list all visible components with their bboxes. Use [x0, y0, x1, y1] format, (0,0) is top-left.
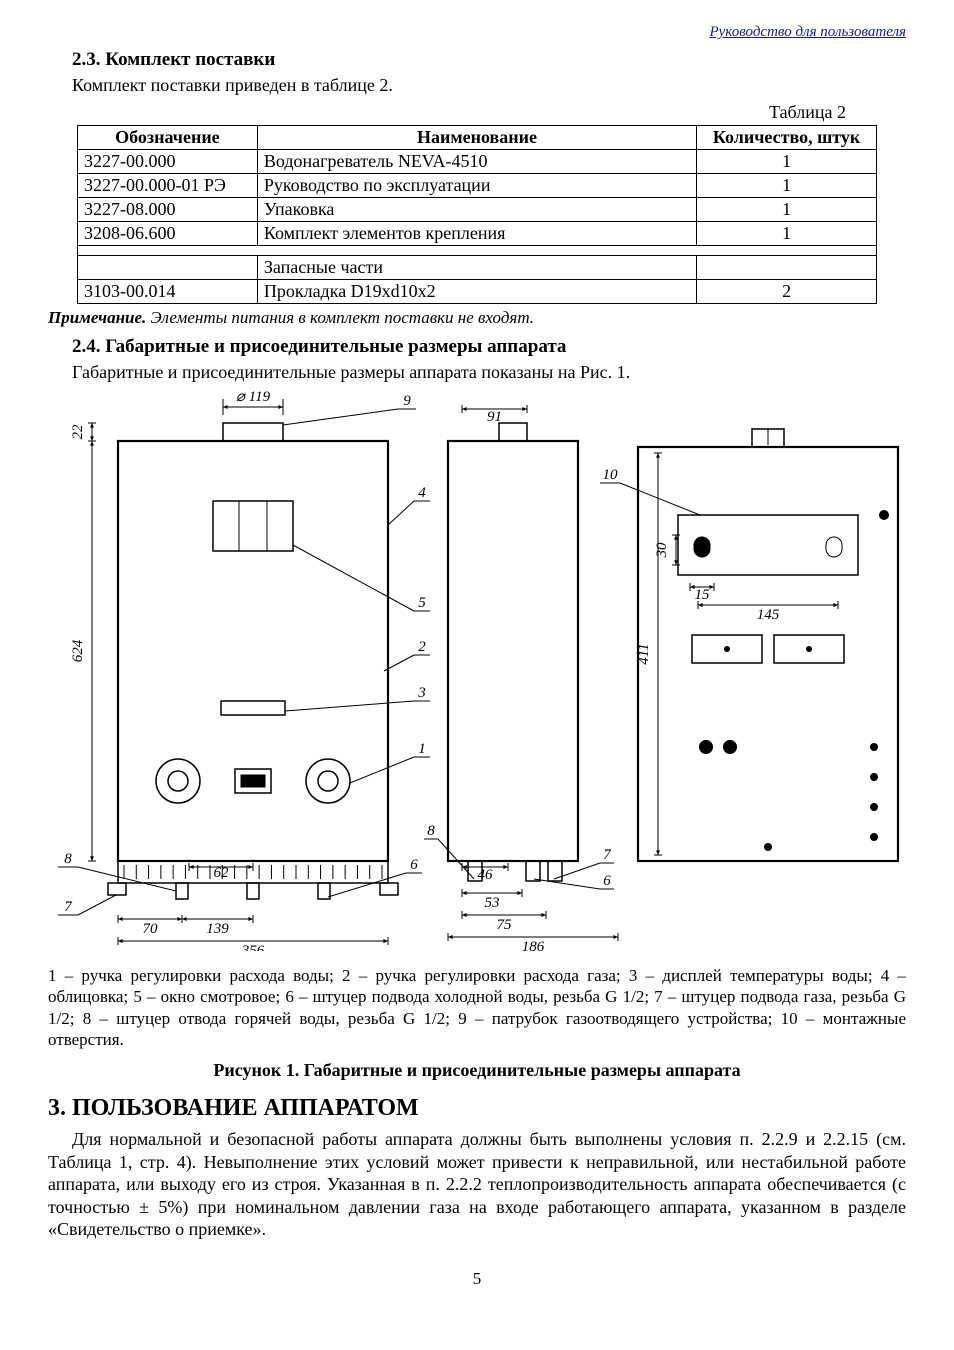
table-row: 3227-00.000-01 РЭРуководство по эксплуат…: [78, 174, 877, 198]
svg-text:3: 3: [417, 685, 426, 701]
delivery-table: Обозначение Наименование Количество, шту…: [77, 125, 877, 304]
section-2-3-intro: Комплект поставки приведен в таблице 2.: [48, 75, 906, 96]
note-label: Примечание.: [48, 308, 146, 327]
table-blank-row: [78, 246, 877, 256]
svg-text:1: 1: [418, 741, 426, 757]
note-text: Элементы питания в комплект поставки не …: [146, 308, 534, 327]
th-name: Наименование: [257, 126, 696, 150]
svg-text:62: 62: [214, 865, 230, 881]
svg-text:7: 7: [603, 847, 612, 863]
page-number: 5: [48, 1269, 906, 1289]
section-2-3-title: 2.3. Комплект поставки: [72, 49, 906, 71]
header-running-title: Руководство для пользователя: [48, 24, 906, 41]
table-row: 3208-06.600Комплект элементов крепления1: [78, 222, 877, 246]
svg-text:7: 7: [64, 899, 73, 915]
table-spare-header: Запасные части: [78, 256, 877, 280]
figure-1: ⌀ 119 22 9 4 5 2 3 1 6 8 7 624 62 70 139 356 91 8 7 6 46 53 75…: [48, 391, 906, 951]
svg-text:9: 9: [403, 393, 411, 409]
chapter-3-body: Для нормальной и безопасной работы аппар…: [48, 1128, 906, 1241]
svg-text:5: 5: [418, 595, 426, 611]
svg-text:75: 75: [497, 917, 513, 933]
svg-text:8: 8: [427, 823, 435, 839]
chapter-3-title: 3. ПОЛЬЗОВАНИЕ АППАРАТОМ: [48, 1095, 906, 1122]
section-2-4-title: 2.4. Габаритные и присоединительные разм…: [72, 336, 906, 358]
svg-text:186: 186: [522, 939, 545, 951]
svg-text:⌀ 119: ⌀ 119: [236, 391, 271, 405]
svg-text:15: 15: [695, 587, 711, 603]
svg-text:4: 4: [418, 485, 426, 501]
svg-text:22: 22: [70, 424, 86, 440]
figure-caption: Рисунок 1. Габаритные и присоединительны…: [48, 1060, 906, 1081]
dimension-drawing: ⌀ 119 22 9 4 5 2 3 1 6 8 7 624 62 70 139 356 91 8 7 6 46 53 75…: [48, 391, 918, 951]
svg-text:8: 8: [64, 851, 72, 867]
th-qty: Количество, штук: [697, 126, 877, 150]
figure-legend: 1 – ручка регулировки расхода воды; 2 – …: [48, 965, 906, 1050]
table-row: 3227-00.000Водонагреватель NEVA-45101: [78, 150, 877, 174]
svg-text:46: 46: [478, 867, 494, 883]
table-note: Примечание. Элементы питания в комплект …: [48, 308, 906, 328]
svg-text:6: 6: [603, 873, 611, 889]
th-code: Обозначение: [78, 126, 258, 150]
svg-text:139: 139: [206, 921, 229, 937]
table-header-row: Обозначение Наименование Количество, шту…: [78, 126, 877, 150]
svg-text:356: 356: [241, 943, 265, 951]
table-row: 3227-08.000Упаковка1: [78, 198, 877, 222]
svg-text:6: 6: [410, 857, 418, 873]
svg-text:624: 624: [70, 639, 86, 662]
table-row: 3103-00.014Прокладка D19xd10x22: [78, 280, 877, 304]
svg-text:70: 70: [143, 921, 159, 937]
svg-text:10: 10: [603, 467, 619, 483]
svg-text:30: 30: [654, 542, 670, 559]
svg-text:91: 91: [487, 409, 502, 425]
svg-text:145: 145: [757, 607, 780, 623]
svg-text:53: 53: [485, 895, 500, 911]
section-2-4-intro: Габаритные и присоединительные размеры а…: [48, 362, 906, 383]
svg-text:411: 411: [636, 643, 652, 664]
svg-text:2: 2: [418, 639, 426, 655]
table-2-caption: Таблица 2: [48, 102, 846, 123]
